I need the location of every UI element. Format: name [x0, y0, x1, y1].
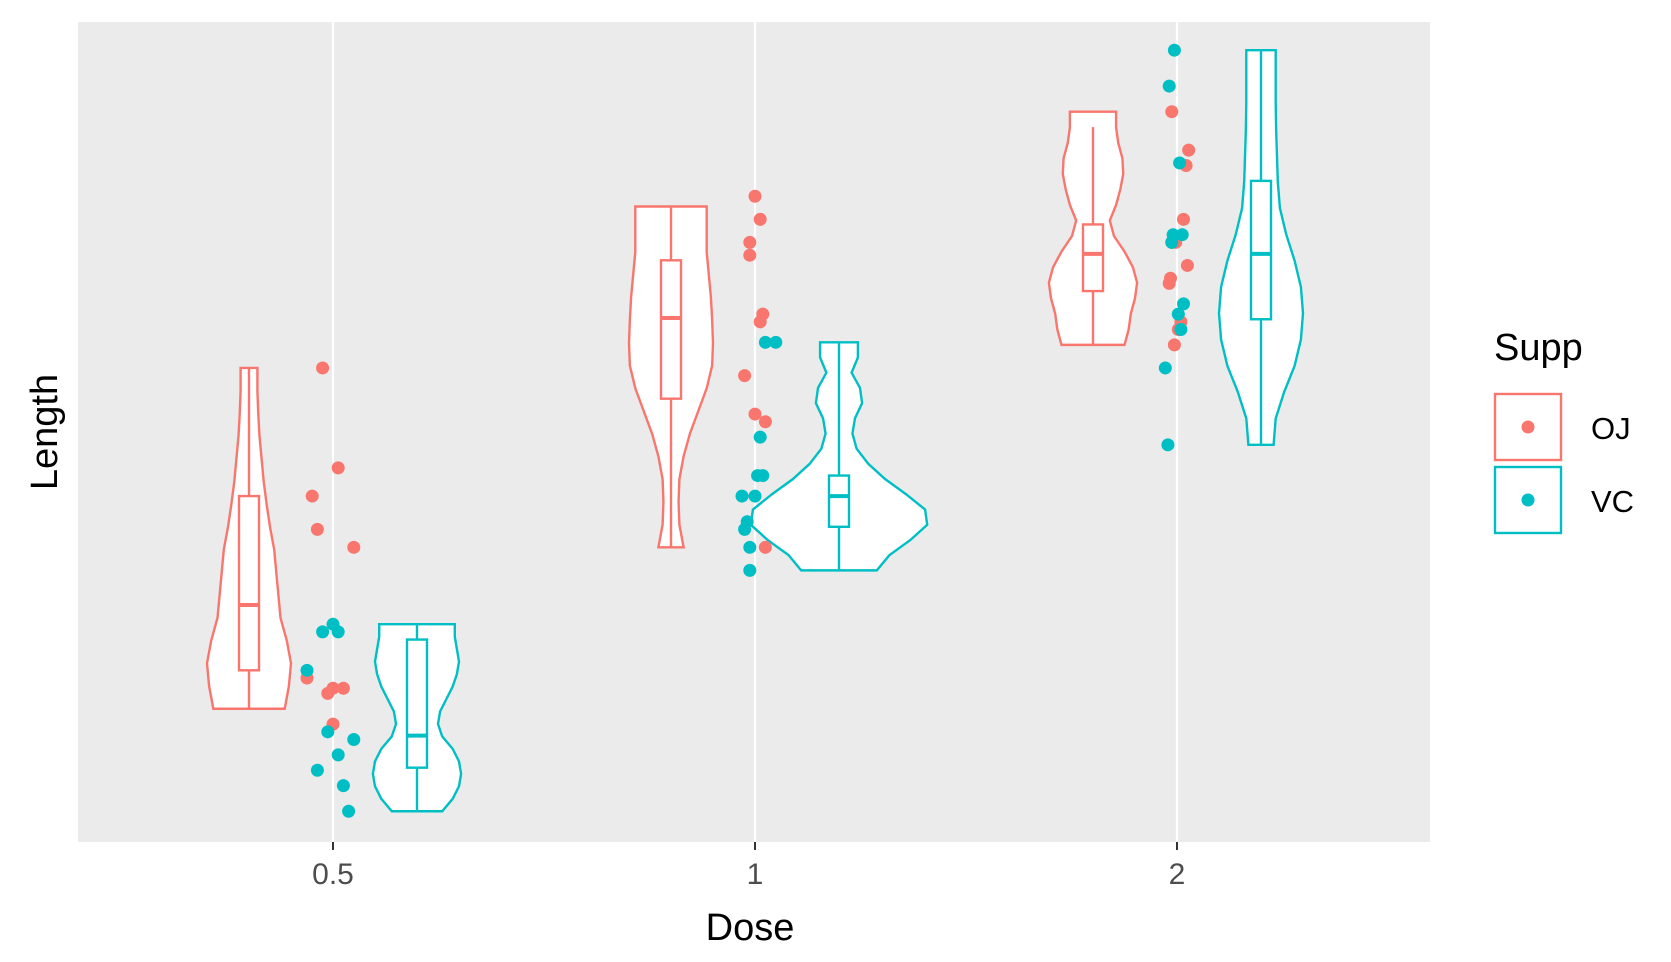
box-oj-1: [659, 259, 683, 400]
point-vc-2-2: [1162, 79, 1176, 93]
point-vc-0.5-8: [342, 804, 356, 818]
jitter-points: [300, 43, 1196, 818]
point-vc-0.5-7: [336, 779, 350, 793]
x-tick-label-0.5: 0.5: [312, 858, 354, 891]
legend-dot-oj: [1521, 420, 1535, 434]
point-oj-1-4: [753, 212, 767, 226]
point-vc-1-7: [753, 430, 767, 444]
x-tick-label-1: 1: [747, 858, 764, 891]
point-vc-2-8: [1174, 323, 1188, 336]
box-vc-1: [827, 474, 851, 529]
point-vc-2-0: [1158, 361, 1172, 375]
point-oj-1-0: [738, 369, 752, 383]
box-vc-2: [1249, 179, 1273, 321]
point-vc-1-4: [743, 563, 757, 577]
point-oj-1-6: [756, 307, 770, 321]
x-axis-ticks: 0.5 1 2: [312, 842, 1185, 891]
legend-keys: [1493, 392, 1563, 535]
point-oj-2-4: [1167, 338, 1181, 352]
legend: Supp OJ VC: [1493, 327, 1634, 535]
point-vc-0.5-3: [321, 725, 335, 739]
point-vc-2-6: [1171, 307, 1185, 321]
point-oj-0.5-1: [310, 522, 324, 536]
boxplots: [237, 50, 1273, 812]
legend-label-oj: OJ: [1591, 411, 1631, 446]
point-oj-0.5-4: [326, 681, 340, 695]
point-vc-0.5-2: [316, 625, 330, 639]
box-vc-0.5: [405, 638, 429, 769]
point-oj-0.5-6: [336, 681, 350, 695]
point-vc-0.5-6: [331, 625, 345, 639]
point-vc-1-9: [758, 335, 772, 349]
point-vc-0.5-1: [310, 763, 324, 777]
point-vc-0.5-0: [300, 663, 314, 677]
point-vc-2-4: [1166, 228, 1180, 242]
point-vc-1-2: [740, 515, 754, 529]
point-oj-2-10: [1180, 258, 1194, 272]
x-tick-label-2: 2: [1169, 858, 1186, 891]
point-oj-2-11: [1182, 143, 1196, 157]
point-vc-1-10: [769, 335, 783, 349]
point-vc-1-5: [748, 489, 762, 503]
point-vc-0.5-5: [331, 748, 345, 762]
legend-dot-vc: [1521, 493, 1535, 507]
y-axis-title: Length: [24, 374, 66, 490]
point-oj-1-1: [743, 235, 757, 249]
point-oj-0.5-8: [305, 489, 319, 503]
point-vc-2-10: [1177, 297, 1190, 311]
point-oj-1-2: [743, 248, 757, 262]
point-oj-2-1: [1164, 271, 1177, 285]
point-vc-1-0: [735, 489, 749, 503]
point-vc-0.5-9: [347, 733, 361, 746]
x-axis-title: Dose: [706, 907, 795, 949]
point-vc-1-8: [756, 469, 770, 483]
point-oj-0.5-5: [331, 461, 345, 475]
box-oj-0.5: [237, 494, 261, 672]
point-vc-1-3: [743, 540, 757, 554]
point-vc-2-5: [1167, 43, 1181, 57]
point-oj-1-8: [758, 415, 772, 429]
point-vc-2-1: [1161, 438, 1175, 452]
legend-label-vc: VC: [1591, 484, 1634, 519]
point-vc-2-9: [1175, 228, 1189, 242]
point-oj-1-7: [748, 407, 762, 421]
point-oj-0.5-7: [347, 540, 361, 554]
point-oj-1-9: [758, 540, 772, 554]
point-vc-2-7: [1173, 156, 1187, 170]
box-oj-2: [1081, 223, 1105, 293]
legend-title: Supp: [1494, 327, 1583, 369]
point-oj-1-3: [748, 189, 762, 203]
point-oj-0.5-2: [316, 361, 330, 375]
point-oj-2-2: [1165, 105, 1179, 119]
point-oj-2-8: [1177, 212, 1190, 226]
